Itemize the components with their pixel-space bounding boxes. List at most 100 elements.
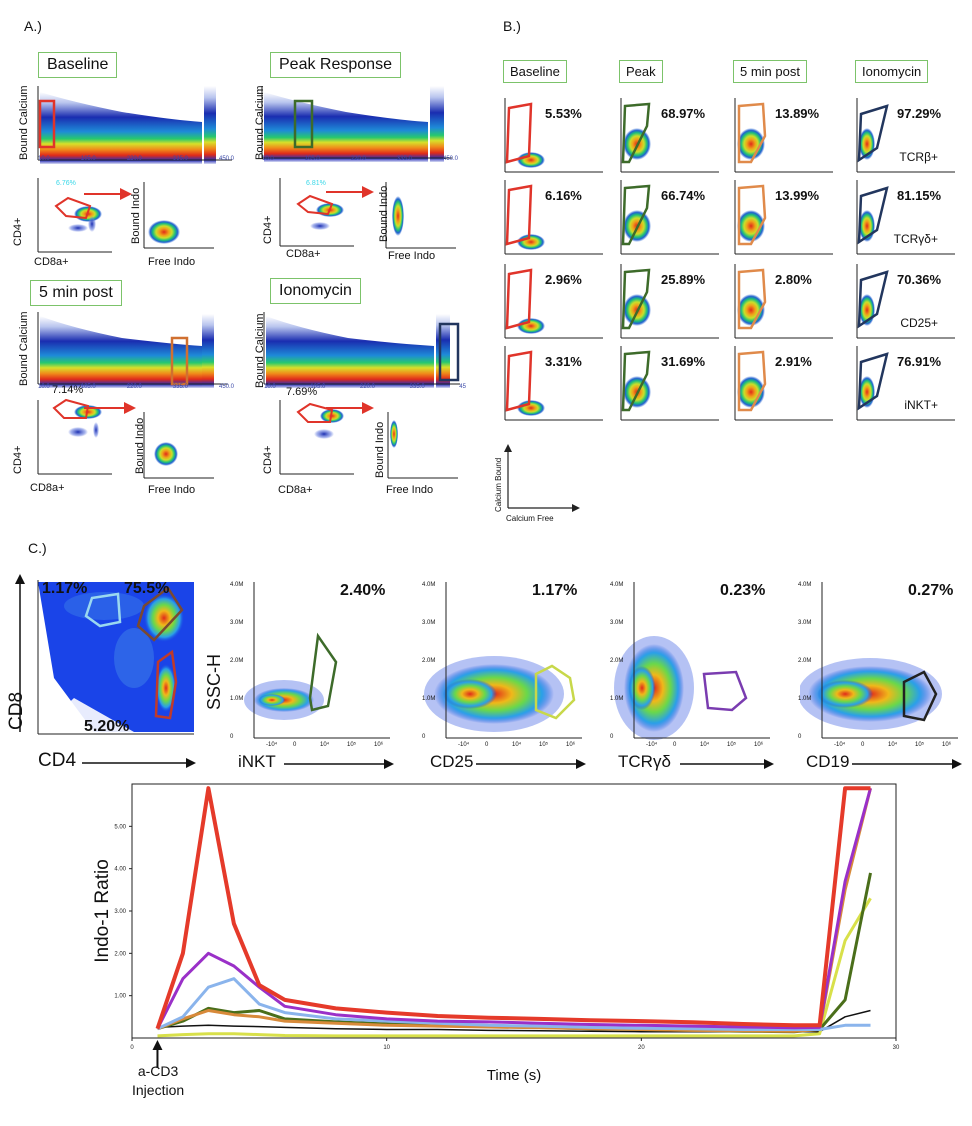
flow-c-xlabel-cd4: CD4 bbox=[38, 750, 77, 771]
chart-ylabel: Indo-1 Ratio bbox=[92, 859, 113, 963]
mini-xlabel-ionomycin: CD8a+ bbox=[278, 484, 313, 496]
kinetics-plot-5min bbox=[37, 312, 228, 388]
flow-ytick-0-3: 1.0M bbox=[230, 696, 244, 702]
flow-xarrow-1 bbox=[476, 759, 586, 769]
cd4-axis-arrow bbox=[82, 758, 196, 768]
flow-xarrow-2 bbox=[680, 759, 774, 769]
flow-xtick-0-2: 10⁴ bbox=[320, 742, 330, 748]
chart-ytick-label: 5.00 bbox=[114, 824, 126, 830]
flow-ytick-0-4: 0 bbox=[230, 734, 234, 740]
panel-b-row-label-1: TCRγδ+ bbox=[893, 232, 938, 246]
chart-ytick-label: 4.00 bbox=[114, 867, 126, 873]
panel-b-row-label-2: CD25+ bbox=[900, 316, 938, 330]
panel-b-pct-r0-c0: 5.53% bbox=[545, 106, 582, 121]
gate-arrow-ionomycin bbox=[326, 402, 374, 414]
injection-annotation: a-CD3 Injection bbox=[132, 1062, 184, 1100]
mini-xlabel-peak: CD8a+ bbox=[286, 248, 321, 260]
flow-xlabel-1: CD25 bbox=[430, 752, 474, 771]
kinetics-ticks-3: 10.0 105.0 220.0 335.0 450.0 bbox=[38, 384, 234, 390]
mini-ylabel-ionomycin: CD4+ bbox=[262, 445, 274, 474]
panel-b-plot-r1-c0 bbox=[504, 180, 603, 255]
indo-xlabel-baseline: Free Indo bbox=[148, 256, 196, 268]
flow-ytick-2-3: 1.0M bbox=[610, 696, 624, 702]
panel-b-row-label-0: TCRβ+ bbox=[899, 150, 938, 164]
flow-ytick-3-0: 4.0M bbox=[798, 582, 812, 588]
flow-ytick-1-2: 2.0M bbox=[422, 658, 436, 664]
flow-ytick-3-2: 2.0M bbox=[798, 658, 812, 664]
flow-xtick-3-1: 0 bbox=[861, 742, 865, 748]
flow-xtick-3-4: 10⁶ bbox=[942, 742, 952, 748]
injection-arrow-head bbox=[152, 1040, 163, 1050]
panel-a-title-peak: Peak Response bbox=[270, 52, 401, 78]
flow-ytick-1-3: 1.0M bbox=[422, 696, 436, 702]
mini-pct-5min: 7.14% bbox=[52, 384, 84, 396]
flow-ytick-3-4: 0 bbox=[798, 734, 802, 740]
flow-xtick-2-0: -10⁴ bbox=[646, 742, 658, 748]
mini-gate-plot-peak bbox=[279, 178, 354, 247]
chart-xtick-label: 30 bbox=[893, 1045, 900, 1051]
flow-ytick-0-2: 2.0M bbox=[230, 658, 244, 664]
kinetics-gate-ionomycin bbox=[438, 322, 460, 382]
panel-b-header-3: Ionomycin bbox=[855, 60, 929, 83]
panel-b-pct-r1-c0: 6.16% bbox=[545, 188, 582, 203]
flow-xtick-0-1: 0 bbox=[293, 742, 297, 748]
kinetics-ticks-2: 10.0 105.0 220.0 335.0 450.0 bbox=[262, 156, 458, 162]
flow-ytick-1-4: 0 bbox=[422, 734, 426, 740]
panel-b-plot-r2-c2 bbox=[734, 264, 833, 339]
panel-a-label: A.) bbox=[24, 18, 42, 34]
kinetics-ylabel-3: Bound Calcium bbox=[18, 311, 30, 386]
panel-b-plot-r3-c2 bbox=[734, 346, 833, 421]
indo-xlabel-ionomycin: Free Indo bbox=[386, 484, 434, 496]
panel-b-plot-r2-c0 bbox=[504, 264, 603, 339]
flow-c-pct-cd4: 5.20% bbox=[84, 718, 130, 735]
gate-arrow-peak bbox=[326, 186, 374, 198]
panel-b-header-1: Peak bbox=[619, 60, 663, 83]
panel-b-pct-r2-c0: 2.96% bbox=[545, 272, 582, 287]
indo-ylabel-peak: Bound Indo bbox=[378, 185, 390, 242]
panel-c-label: C.) bbox=[28, 540, 47, 556]
injection-label-line2: Injection bbox=[132, 1081, 185, 1098]
chart-xtick-label: 20 bbox=[638, 1045, 645, 1051]
injection-label-line1: a-CD3 bbox=[137, 1063, 179, 1079]
panel-b-pct-r2-c3: 70.36% bbox=[897, 272, 942, 287]
panel-b-axis-y-label: Calcium Bound bbox=[494, 457, 503, 512]
series-line-yellow bbox=[157, 897, 872, 1038]
mini-xlabel-5min: CD8a+ bbox=[30, 482, 65, 494]
panel-b-header-0: Baseline bbox=[503, 60, 567, 83]
flow-ytick-0-0: 4.0M bbox=[230, 582, 244, 588]
panel-b-axis-x-label: Calcium Free bbox=[506, 514, 554, 523]
panel-b-header-2: 5 min post bbox=[733, 60, 807, 83]
panel-b-label: B.) bbox=[503, 18, 521, 34]
flow-pct-0: 2.40% bbox=[340, 582, 386, 599]
mini-pct-baseline: 6.76% bbox=[56, 180, 76, 187]
mini-xlabel-baseline: CD8a+ bbox=[34, 256, 69, 268]
flow-xlabel-0: iNKT bbox=[238, 752, 276, 771]
chart-xtick-label: 10 bbox=[383, 1045, 390, 1051]
flow-ytick-1-1: 3.0M bbox=[422, 620, 436, 626]
panel-b-pct-r3-c0: 3.31% bbox=[545, 354, 582, 369]
chart-ytick-label: 2.00 bbox=[114, 951, 126, 957]
flow-xtick-1-4: 10⁶ bbox=[566, 742, 576, 748]
chart-xlabel: Time (s) bbox=[487, 1067, 541, 1084]
panel-a-title-5min: 5 min post bbox=[30, 280, 122, 306]
flow-ytick-2-4: 0 bbox=[610, 734, 614, 740]
kinetics-gate-5min bbox=[170, 336, 189, 386]
flow-xtick-3-2: 10⁴ bbox=[888, 742, 898, 748]
flow-xtick-0-0: -10⁴ bbox=[266, 742, 278, 748]
mini-ylabel-baseline: CD4+ bbox=[12, 217, 24, 246]
flow-plot-cd4-cd8 bbox=[37, 580, 194, 735]
kinetics-ticks-1: 10.0 105.0 220.0 335.0 450.0 bbox=[38, 156, 234, 162]
flow-ytick-2-2: 2.0M bbox=[610, 658, 624, 664]
flow-c-pct-cd4cd8: 75.5% bbox=[124, 580, 170, 597]
kinetics-gate-baseline bbox=[38, 99, 56, 149]
panel-b-pct-r3-c3: 76.91% bbox=[897, 354, 942, 369]
flow-xarrow-0 bbox=[284, 759, 394, 769]
panel-b-pct-r2-c2: 2.80% bbox=[775, 272, 812, 287]
kinetics-gate-peak bbox=[293, 99, 314, 149]
panel-b-plot-r3-c0 bbox=[504, 346, 603, 421]
indo-xlabel-5min: Free Indo bbox=[148, 484, 196, 496]
indo-plot-baseline bbox=[143, 182, 214, 249]
flow-c-ylabel-ssc: SSC-H bbox=[204, 653, 224, 710]
panel-a-title-ionomycin: Ionomycin bbox=[270, 278, 361, 304]
panel-b-plot-r3-c1 bbox=[620, 346, 719, 421]
